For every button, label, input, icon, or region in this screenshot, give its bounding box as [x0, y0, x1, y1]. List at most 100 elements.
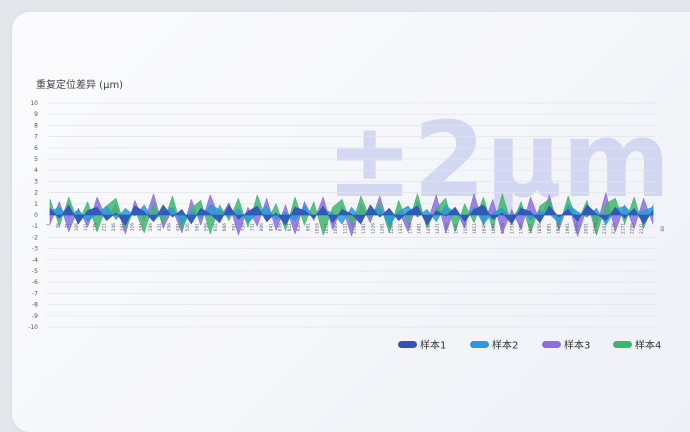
x-tick-label: 981 [305, 223, 311, 231]
y-tick-label: -2 [32, 234, 38, 241]
x-tick-label: 176 [92, 223, 98, 231]
x-tick-label: 2066 [593, 223, 599, 234]
x-tick-label: 666 [222, 223, 228, 231]
x-tick-label: 701 [231, 223, 237, 231]
x-tick-label: 1576 [463, 223, 469, 234]
x-tick-label: 141 [83, 223, 89, 231]
chart-svg: ±2μm 重复定位差异 (μm) 109876543210-1-2-3-4-5-… [28, 78, 670, 352]
y-tick-label: -1 [32, 223, 38, 230]
x-tick-label: 946 [296, 223, 302, 231]
y-tick-label: -8 [32, 302, 38, 309]
x-tick-label: 1401 [417, 223, 423, 234]
y-tick-label: -4 [32, 257, 38, 264]
x-tick-label: 1541 [454, 223, 460, 234]
x-tick-label: 106 [74, 223, 80, 231]
x-tick-label: 1261 [380, 223, 386, 234]
legend-swatch-2 [470, 341, 489, 348]
y-tick-label: 1 [34, 201, 38, 208]
x-tick-label: 1786 [519, 223, 525, 234]
y-tick-label: 10 [30, 100, 38, 107]
legend-swatch-3 [542, 341, 561, 348]
legend-label-3: 样本3 [564, 339, 590, 352]
x-tick-label: 771 [250, 223, 256, 231]
x-tick-label: 1751 [509, 223, 515, 234]
x-tick-label: 211 [102, 223, 108, 231]
series-area-4 [49, 193, 654, 236]
series-group [49, 192, 654, 237]
legend-label-2: 样本2 [492, 339, 518, 352]
x-tick-label: 1646 [481, 223, 487, 234]
legend-label-1: 样本1 [420, 339, 446, 352]
x-tick-label: 736 [241, 223, 247, 231]
x-tick-label: 1961 [565, 223, 571, 234]
x-tick-label: 2101 [602, 223, 608, 234]
x-tick-label: 1226 [370, 223, 376, 234]
x-tick-label: 876 [278, 223, 284, 231]
x-tick-label: 1156 [352, 223, 358, 234]
x-tick-label: 1471 [435, 223, 441, 234]
x-tick-label: 631 [213, 223, 219, 231]
x-tick-label: 1996 [574, 223, 580, 234]
x-tick-label: 281 [120, 223, 126, 231]
x-tick-label: 1086 [333, 223, 339, 234]
y-tick-label: 4 [34, 167, 38, 174]
series-area-1 [49, 204, 654, 226]
y-tick-label: -3 [32, 246, 38, 253]
y-tick-label: 3 [34, 178, 38, 185]
x-tick-label: 1436 [426, 223, 432, 234]
y-tick-label: 0 [34, 212, 38, 219]
x-tick-label: 386 [148, 223, 154, 231]
x-tick-label: 1856 [537, 223, 543, 234]
x-tick-label: 421 [157, 223, 163, 231]
legend-swatch-4 [613, 341, 632, 348]
x-tick-label: 1331 [398, 223, 404, 234]
y-tick-label: 9 [34, 111, 38, 118]
x-tick-label: 1016 [315, 223, 321, 234]
x-tick-label: 456 [166, 223, 172, 231]
legend-swatch-1 [398, 341, 417, 348]
x-tick-label: 2171 [620, 223, 626, 234]
x-tick-label: 2136 [611, 223, 617, 234]
y-tick-label: -5 [32, 268, 38, 275]
y-tick-label: 7 [34, 134, 38, 141]
x-tick-label: 1121 [343, 223, 349, 234]
x-tick-label: 1821 [528, 223, 534, 234]
x-tick-label: 911 [287, 223, 293, 231]
y-tick-label: -10 [28, 324, 38, 331]
x-tick-label: 1926 [556, 223, 562, 234]
y-tick-label: 6 [34, 145, 38, 152]
legend: 样本1 样本2 样本3 样本4 [398, 339, 661, 352]
x-tick-label: 1716 [500, 223, 506, 234]
y-tick-label: -7 [32, 290, 38, 297]
x-tick-label: 491 [176, 223, 182, 231]
x-tick-label: 316 [129, 223, 135, 231]
x-tick-label: 88 [660, 226, 666, 232]
y-tick-label: 2 [34, 190, 38, 197]
x-tick-label: 526 [185, 223, 191, 231]
x-tick-label: 36 [55, 223, 61, 229]
x-tick-label: 71 [65, 223, 71, 229]
x-tick-label: 1681 [491, 223, 497, 234]
x-tick-label: 561 [194, 223, 200, 231]
x-tick-label: 351 [139, 223, 145, 231]
x-tick-label: 1506 [444, 223, 450, 234]
x-tick-label: 1051 [324, 223, 330, 234]
x-tick-label: 246 [111, 223, 117, 231]
x-tick-label: 1296 [389, 223, 395, 234]
x-tick-label: 2241 [639, 223, 645, 234]
x-tick-label: 1366 [407, 223, 413, 234]
x-tick-label: 806 [259, 223, 265, 231]
y-tick-label: -9 [32, 313, 38, 320]
y-tick-label: 8 [34, 122, 38, 129]
x-tick-label: 1611 [472, 223, 478, 234]
x-tick-label: 841 [268, 223, 274, 231]
x-tick-label: 2031 [583, 223, 589, 234]
y-tick-label: -6 [32, 279, 38, 286]
x-tick-label: 596 [204, 223, 210, 231]
x-tick-label: 1 [46, 223, 52, 226]
x-axis: 1 36 71 106 141 176 211 246 281 316 351 386 421 456 49… [46, 223, 666, 234]
y-tick-label: 5 [34, 156, 38, 163]
x-tick-label: 1891 [546, 223, 552, 234]
x-tick-label: 1191 [361, 223, 367, 234]
